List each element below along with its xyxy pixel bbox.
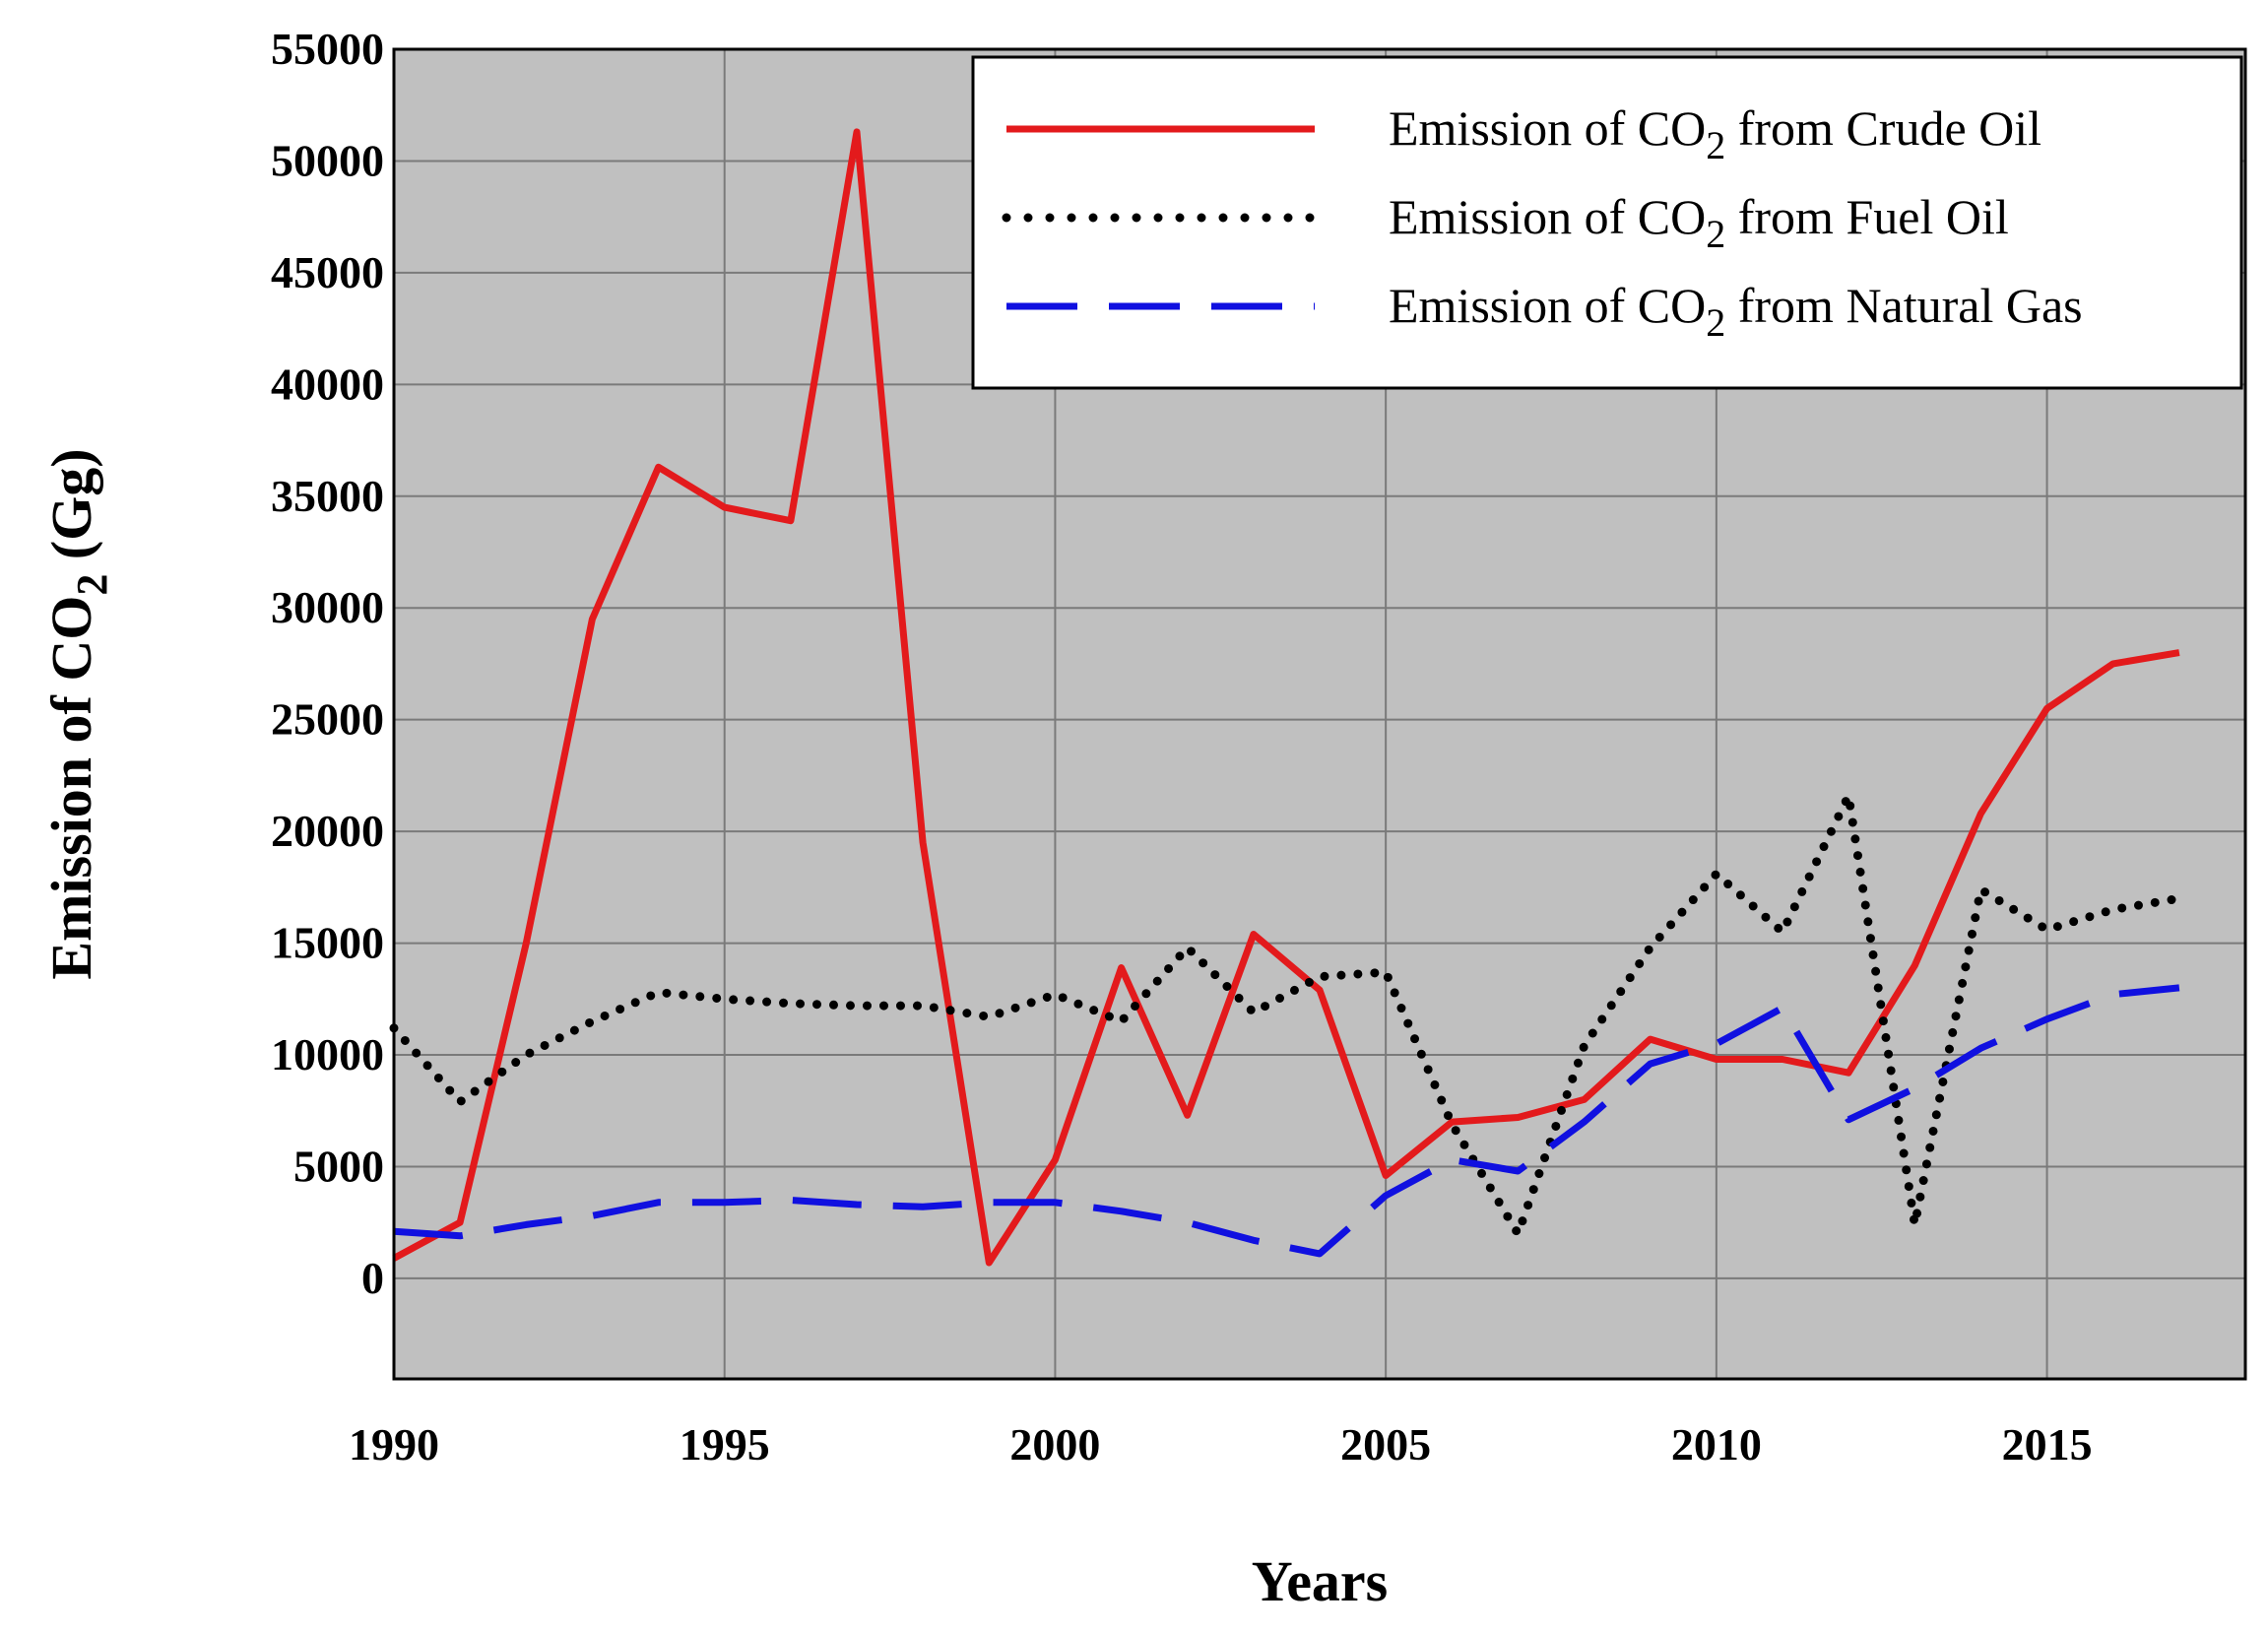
legend-label-crude-oil: Emission of CO2 from Crude Oil xyxy=(1389,100,2041,167)
y-tick-label: 40000 xyxy=(271,359,384,409)
x-tick-label: 2015 xyxy=(2002,1419,2093,1470)
y-tick-label: 0 xyxy=(361,1253,384,1303)
series-line-natural-gas xyxy=(393,984,2180,1258)
y-tick-label: 50000 xyxy=(271,135,384,185)
x-tick-label: 2010 xyxy=(1671,1419,1762,1470)
series-layer xyxy=(389,128,2184,1267)
y-tick-label: 5000 xyxy=(293,1141,384,1191)
x-tick-label: 1990 xyxy=(349,1419,439,1470)
y-tick-label: 30000 xyxy=(271,582,384,632)
y-tick-label: 15000 xyxy=(271,918,384,968)
x-tick-label: 2005 xyxy=(1340,1419,1431,1470)
y-tick-label: 35000 xyxy=(271,471,384,521)
legend-box xyxy=(971,55,2243,390)
legend: Emission of CO2 from Crude Oil Emission o… xyxy=(971,55,2243,390)
y-tick-label: 25000 xyxy=(271,694,384,745)
y-tick-labels: 0 5000 10000 15000 20000 25000 30000 35000 40000… xyxy=(271,24,384,1303)
y-tick-label: 10000 xyxy=(271,1029,384,1079)
legend-label-natural-gas: Emission of CO2 from Natural Gas xyxy=(1389,278,2083,345)
x-tick-labels: 1990 1995 2000 2005 2010 2015 xyxy=(349,1419,2093,1470)
x-axis-title: Years xyxy=(1252,1549,1389,1613)
plot-frame xyxy=(392,47,2247,1381)
y-tick-label: 45000 xyxy=(271,247,384,297)
y-tick-label: 20000 xyxy=(271,806,384,856)
x-tick-label: 1995 xyxy=(680,1419,770,1470)
x-tick-label: 2000 xyxy=(1009,1419,1100,1470)
y-tick-label: 55000 xyxy=(271,24,384,74)
legend-label-fuel-oil: Emission of CO2 from Fuel Oil xyxy=(1389,189,2009,256)
y-axis-title: Emission of CO2 (Gg) xyxy=(39,448,116,979)
